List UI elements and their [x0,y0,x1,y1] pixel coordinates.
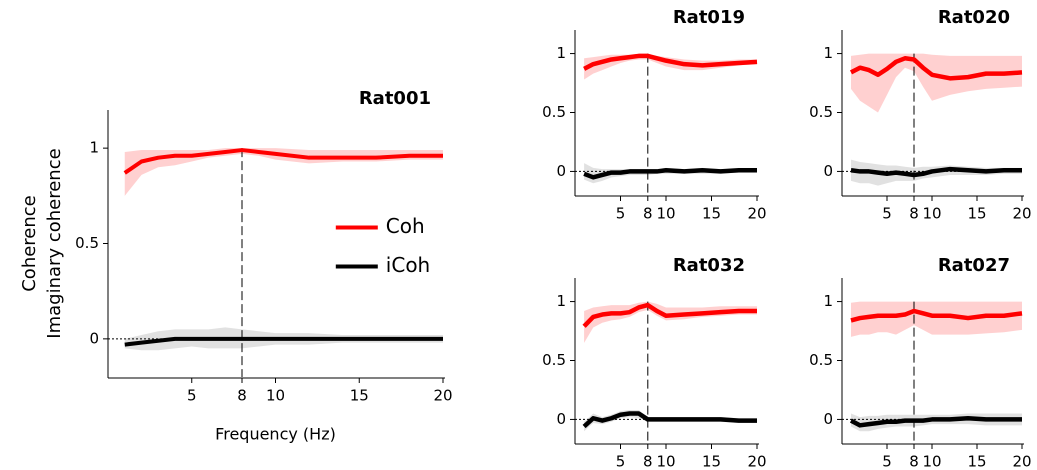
series-line [123,148,443,175]
x-tick-label: 15 [967,453,986,470]
y-tick-label: 0.5 [542,351,566,369]
confidence-band [584,163,757,184]
series-line [583,168,757,180]
y-tick-label: 0 [556,162,566,180]
chart-title: Rat020 [938,7,1010,28]
x-tick-label: 10 [922,205,941,223]
x-tick-label: 20 [747,205,766,223]
y-tick-label: 1 [823,292,833,310]
y-axis-label: Imaginary coherence [44,148,65,338]
x-tick-label: 15 [702,453,721,470]
y-tick-label: 0 [823,410,833,428]
x-tick-label: 8 [909,453,919,470]
x-tick-label: 10 [922,453,941,470]
series-line [849,416,1022,428]
y-tick-label: 1 [89,139,99,157]
x-tick-label: 20 [1012,453,1031,470]
y-tick-label: 0 [556,410,566,428]
confidence-band [124,148,443,196]
chart-title: Rat019 [673,7,745,28]
x-tick-label: 10 [266,387,285,405]
confidence-band [851,301,1022,337]
x-tick-label: 8 [237,387,247,405]
y-tick-label: 0.5 [809,103,833,121]
y-tick-label: 1 [556,292,566,310]
x-tick-label: 5 [882,453,892,470]
x-tick-label: 5 [882,205,892,223]
x-tick-label: 5 [187,387,197,405]
series-line [850,166,1022,178]
x-tick-label: 8 [909,205,919,223]
chart-title: Rat032 [673,255,745,276]
confidence-band [851,53,1022,113]
x-tick-label: 20 [1012,205,1031,223]
confidence-band [584,54,757,80]
chart-title: Rat001 [359,88,431,109]
series-line [582,411,757,429]
x-tick-label: 8 [643,205,653,223]
x-tick-label: 8 [643,453,653,470]
chart-title: Rat027 [938,255,1010,276]
x-axis-label: Frequency (Hz) [215,425,336,444]
y-tick-label: 0.5 [75,234,99,252]
x-tick-label: 15 [350,387,369,405]
y-tick-label: 0 [89,329,99,347]
x-tick-label: 15 [967,205,986,223]
series-line [583,53,758,71]
x-tick-label: 10 [656,205,675,223]
series-line [849,56,1023,81]
legend-label: Coh [386,214,425,238]
x-tick-label: 5 [616,205,626,223]
legend-label: iCoh [386,253,430,277]
x-tick-label: 20 [747,453,766,470]
series-line [124,336,443,347]
y-tick-label: 0.5 [542,103,566,121]
series-line [582,302,757,328]
x-tick-label: 20 [433,387,452,405]
y-tick-label: 0 [823,162,833,180]
y-tick-label: 1 [823,44,833,62]
x-tick-label: 15 [702,205,721,223]
y-tick-label: 1 [556,44,566,62]
confidence-band [584,301,757,343]
y-tick-label: 0.5 [809,351,833,369]
x-tick-label: 10 [656,453,675,470]
series-line [850,308,1023,323]
y-axis-label: Coherence [19,195,40,292]
x-tick-label: 5 [616,453,626,470]
